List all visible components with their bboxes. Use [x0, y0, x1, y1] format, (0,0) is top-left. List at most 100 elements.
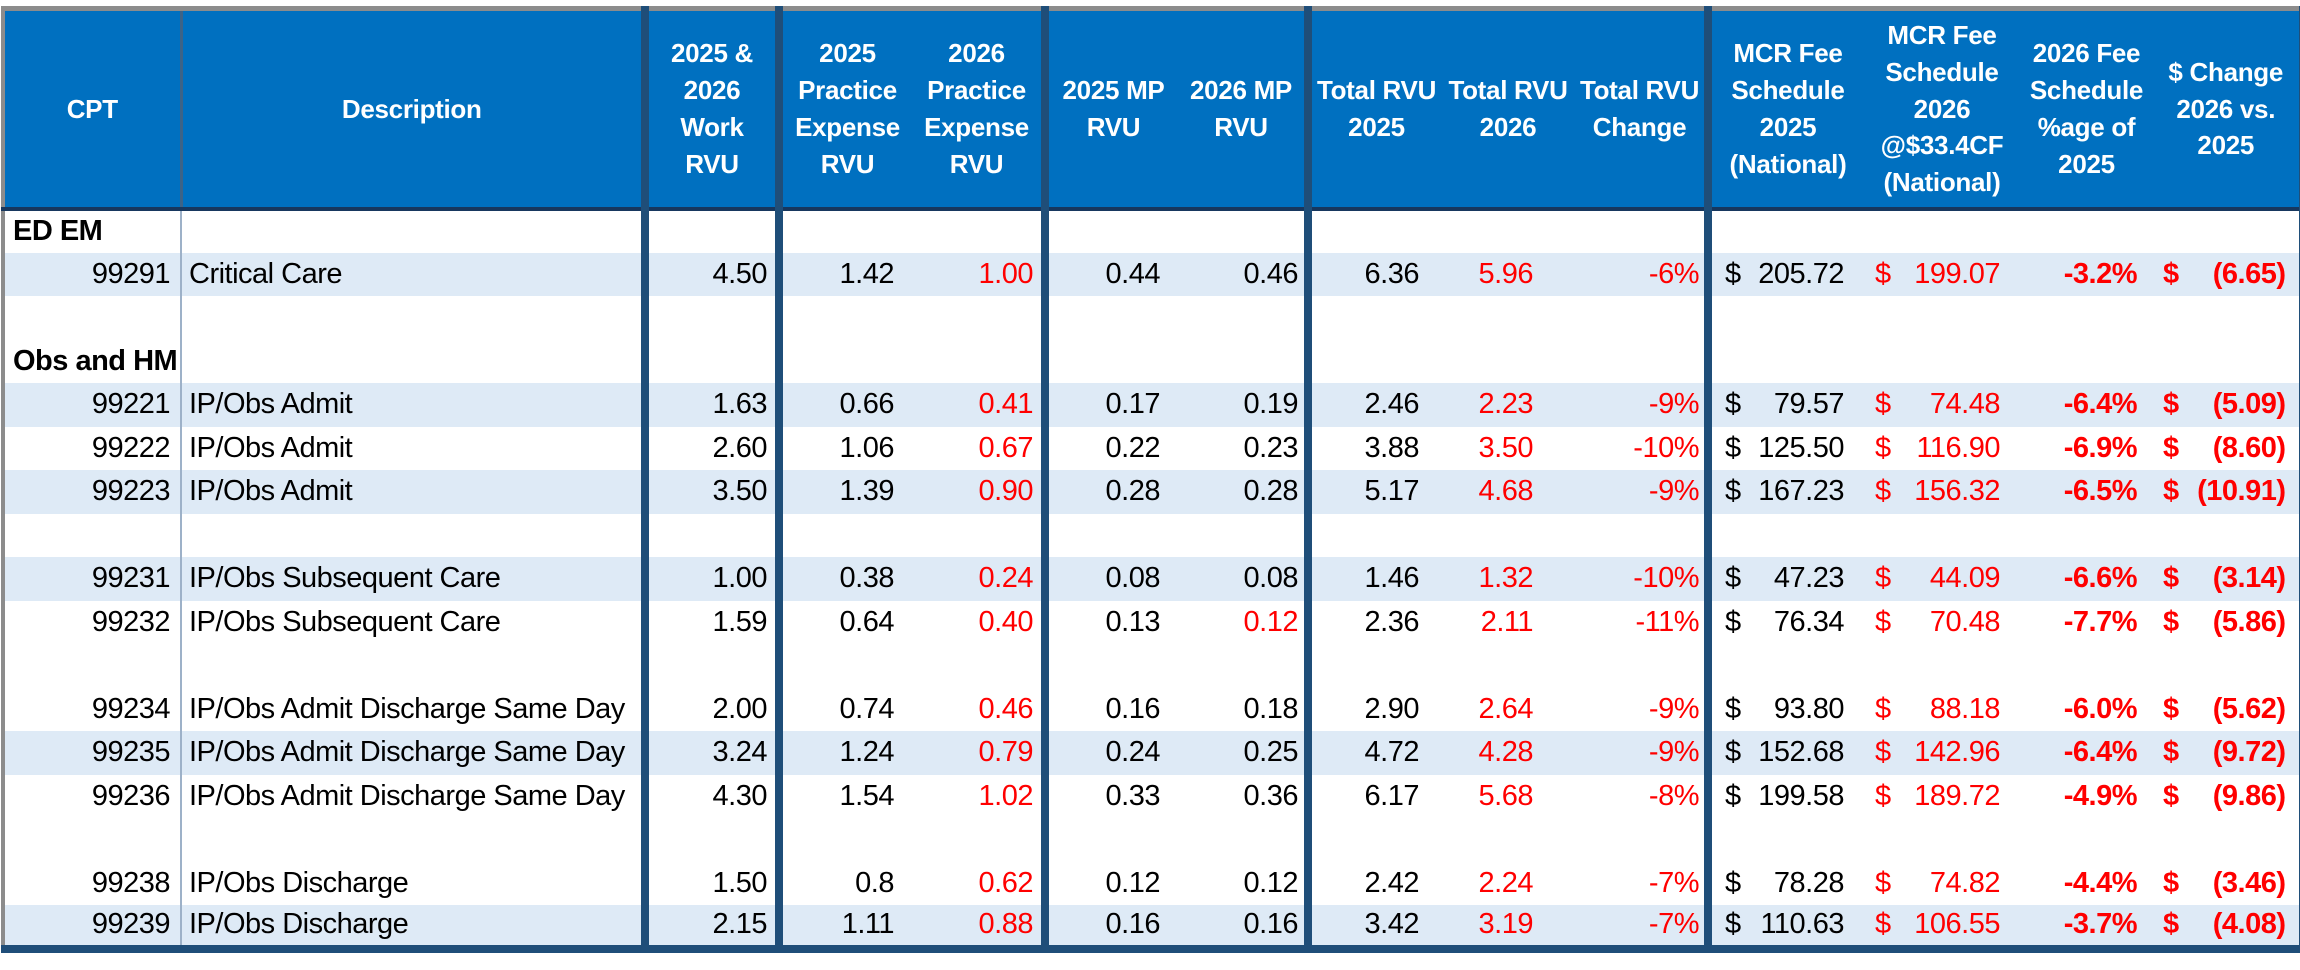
cell-99231-dchg[interactable]: $ (3.14) [2153, 557, 2300, 601]
cell-99232-cpt[interactable]: 99232 [3, 600, 182, 644]
cell-99232-dchg[interactable]: $ (5.86) [2153, 601, 2300, 645]
cell-blank-7-cpt[interactable] [3, 513, 182, 557]
cell-99291-mcr26[interactable]: $199.07 [1864, 252, 2020, 296]
cell-section-3-mcr25[interactable] [1704, 339, 1864, 383]
cell-blank-2-pct[interactable] [2020, 296, 2153, 340]
cell-blank-2-pe25[interactable] [775, 296, 912, 340]
cell-99238-mcr26[interactable]: $74.82 [1864, 862, 2020, 906]
cell-blank-14-pe26[interactable] [912, 818, 1045, 862]
cell-section-0-pe25[interactable] [775, 209, 912, 253]
cell-blank-2-pe26[interactable] [912, 296, 1045, 340]
cell-blank-2-t26[interactable] [1441, 296, 1575, 340]
cell-99231-chg[interactable]: -10% [1575, 557, 1708, 601]
cell-section-3-t25[interactable] [1304, 339, 1441, 383]
cell-99234-mcr26[interactable]: $88.18 [1864, 688, 2020, 732]
cell-99236-pe25[interactable]: 1.54 [775, 774, 912, 818]
cell-99231-work[interactable]: 1.00 [641, 557, 779, 601]
cell-99223-pe25[interactable]: 1.39 [775, 470, 912, 514]
cell-section-0-t25[interactable] [1304, 209, 1441, 253]
cell-99232-pe25[interactable]: 0.64 [775, 600, 912, 644]
cell-99234-mp25[interactable]: 0.16 [1041, 687, 1178, 731]
cell-99222-mp25[interactable]: 0.22 [1041, 426, 1178, 470]
cell-99222-desc[interactable]: IP/Obs Admit [181, 427, 645, 471]
cell-99235-cpt[interactable]: 99235 [3, 731, 182, 775]
cell-99239-mcr25[interactable]: $110.63 [1704, 905, 1864, 949]
cell-99236-mcr25[interactable]: $199.58 [1704, 774, 1864, 818]
cell-99236-t25[interactable]: 6.17 [1304, 774, 1441, 818]
cell-blank-7-t26[interactable] [1441, 514, 1575, 558]
cell-section-0-work[interactable] [641, 209, 779, 253]
cell-section-3-pe25[interactable] [775, 339, 912, 383]
cell-99222-cpt[interactable]: 99222 [3, 426, 182, 470]
cell-99239-work[interactable]: 2.15 [641, 905, 779, 949]
cell-blank-10-mcr26[interactable] [1864, 644, 2020, 688]
cell-99239-mcr26[interactable]: $106.55 [1864, 905, 2020, 949]
cell-99291-mcr25[interactable]: $205.72 [1704, 252, 1864, 296]
cell-99223-mcr25[interactable]: $167.23 [1704, 470, 1864, 514]
cell-section-3-pe26[interactable] [912, 340, 1045, 384]
cell-blank-14-pe25[interactable] [775, 818, 912, 862]
cell-99221-cpt[interactable]: 99221 [3, 383, 182, 427]
cell-blank-10-pe25[interactable] [775, 644, 912, 688]
header-cell-mcr26[interactable]: MCR Fee Schedule 2026 @$33.4CF (National… [1864, 8, 2020, 211]
cell-99223-pct[interactable]: -6.5% [2020, 470, 2153, 514]
cell-blank-14-mp25[interactable] [1041, 818, 1178, 862]
cell-99291-pe26[interactable]: 1.00 [912, 252, 1045, 296]
cell-99231-mp26[interactable]: 0.08 [1178, 557, 1308, 601]
cell-section-3-mcr26[interactable] [1864, 340, 2020, 384]
cell-99234-cpt[interactable]: 99234 [3, 687, 182, 731]
cell-99223-mp26[interactable]: 0.28 [1178, 470, 1308, 514]
cell-blank-7-pe25[interactable] [775, 513, 912, 557]
cell-blank-14-cpt[interactable] [3, 818, 182, 862]
cell-blank-7-work[interactable] [641, 513, 779, 557]
cell-99221-t25[interactable]: 2.46 [1304, 383, 1441, 427]
cell-blank-7-desc[interactable] [181, 514, 645, 558]
cell-blank-2-work[interactable] [641, 296, 779, 340]
cell-99232-chg[interactable]: -11% [1575, 601, 1708, 645]
header-cell-chg[interactable]: Total RVU Change [1575, 8, 1708, 211]
cell-99239-pe25[interactable]: 1.11 [775, 905, 912, 949]
cell-99223-dchg[interactable]: $ (10.91) [2153, 470, 2300, 514]
cell-99222-dchg[interactable]: $ (8.60) [2153, 427, 2300, 471]
cell-99239-cpt[interactable]: 99239 [3, 905, 182, 949]
cell-99232-t26[interactable]: 2.11 [1441, 601, 1575, 645]
cell-99291-t26[interactable]: 5.96 [1441, 252, 1575, 296]
cell-99222-mp26[interactable]: 0.23 [1178, 427, 1308, 471]
cell-99221-chg[interactable]: -9% [1575, 383, 1708, 427]
cell-99232-mcr26[interactable]: $70.48 [1864, 601, 2020, 645]
cell-blank-10-mcr25[interactable] [1704, 644, 1864, 688]
cell-99221-pe26[interactable]: 0.41 [912, 383, 1045, 427]
cell-99235-desc[interactable]: IP/Obs Admit Discharge Same Day [181, 731, 645, 775]
cell-99236-chg[interactable]: -8% [1575, 775, 1708, 819]
cell-section-3-work[interactable] [641, 339, 779, 383]
cell-blank-14-t26[interactable] [1441, 818, 1575, 862]
cell-99232-mp26[interactable]: 0.12 [1178, 601, 1308, 645]
cell-99236-cpt[interactable]: 99236 [3, 774, 182, 818]
cell-99235-t26[interactable]: 4.28 [1441, 731, 1575, 775]
header-cell-mp26[interactable]: 2026 MP RVU [1178, 8, 1308, 211]
cell-99223-chg[interactable]: -9% [1575, 470, 1708, 514]
cell-99231-desc[interactable]: IP/Obs Subsequent Care [181, 557, 645, 601]
cell-99223-t25[interactable]: 5.17 [1304, 470, 1441, 514]
cell-99223-pe26[interactable]: 0.90 [912, 470, 1045, 514]
cell-99291-cpt[interactable]: 99291 [3, 252, 182, 296]
cell-99235-dchg[interactable]: $ (9.72) [2153, 731, 2300, 775]
cell-blank-14-dchg[interactable] [2153, 818, 2300, 862]
cell-99239-dchg[interactable]: $ (4.08) [2153, 905, 2300, 949]
cell-99235-pe26[interactable]: 0.79 [912, 731, 1045, 775]
header-cell-dchg[interactable]: $ Change 2026 vs. 2025 [2153, 8, 2300, 211]
cell-section-3-cpt[interactable]: Obs and HM [3, 339, 182, 383]
cell-99231-mcr26[interactable]: $44.09 [1864, 557, 2020, 601]
cell-blank-10-work[interactable] [641, 644, 779, 688]
cell-section-3-desc[interactable] [181, 340, 645, 384]
header-cell-t26[interactable]: Total RVU 2026 [1441, 8, 1575, 211]
cell-99235-mp26[interactable]: 0.25 [1178, 731, 1308, 775]
cell-99222-pe26[interactable]: 0.67 [912, 427, 1045, 471]
cell-blank-10-mp25[interactable] [1041, 644, 1178, 688]
cell-blank-7-mp26[interactable] [1178, 514, 1308, 558]
cell-blank-7-pct[interactable] [2020, 514, 2153, 558]
cell-99231-pe26[interactable]: 0.24 [912, 557, 1045, 601]
cell-99235-mcr25[interactable]: $152.68 [1704, 731, 1864, 775]
cell-blank-2-mcr26[interactable] [1864, 296, 2020, 340]
cell-99236-dchg[interactable]: $ (9.86) [2153, 775, 2300, 819]
